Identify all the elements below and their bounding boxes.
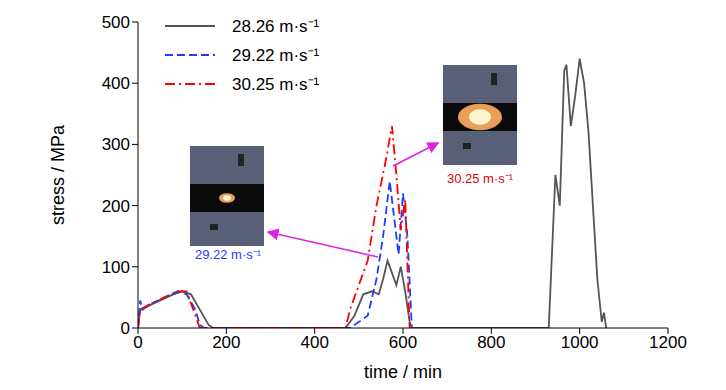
svg-text:29.22 m·s⁻¹: 29.22 m·s⁻¹ bbox=[195, 247, 262, 262]
svg-text:29.22 m·s⁻¹: 29.22 m·s⁻¹ bbox=[232, 46, 320, 65]
svg-text:400: 400 bbox=[102, 74, 130, 93]
svg-text:1000: 1000 bbox=[561, 333, 599, 352]
svg-text:28.26 m·s⁻¹: 28.26 m·s⁻¹ bbox=[232, 17, 320, 36]
svg-text:0: 0 bbox=[133, 333, 142, 352]
svg-text:1200: 1200 bbox=[649, 333, 687, 352]
svg-text:time / min: time / min bbox=[364, 362, 442, 382]
svg-text:600: 600 bbox=[389, 333, 417, 352]
svg-text:stress / MPa: stress / MPa bbox=[48, 124, 68, 225]
svg-text:30.25 m·s⁻¹: 30.25 m·s⁻¹ bbox=[447, 171, 514, 186]
svg-text:100: 100 bbox=[102, 258, 130, 277]
svg-text:400: 400 bbox=[300, 333, 328, 352]
svg-text:300: 300 bbox=[102, 135, 130, 154]
svg-text:200: 200 bbox=[102, 197, 130, 216]
svg-text:500: 500 bbox=[102, 13, 130, 32]
svg-text:30.25 m·s⁻¹: 30.25 m·s⁻¹ bbox=[232, 75, 320, 94]
svg-text:200: 200 bbox=[212, 333, 240, 352]
svg-text:800: 800 bbox=[477, 333, 505, 352]
svg-text:0: 0 bbox=[121, 319, 130, 338]
